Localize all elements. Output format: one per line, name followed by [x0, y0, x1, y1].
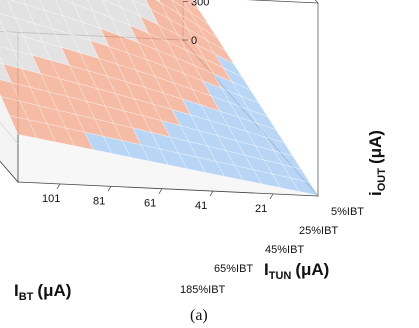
x-axis-label: IBT (μA) [14, 281, 71, 303]
x-tick [158, 188, 163, 194]
surface-cell [117, 0, 141, 17]
x-tick-label: 61 [144, 198, 156, 210]
surface-cell [145, 0, 170, 20]
x-tick-label: 101 [42, 193, 60, 205]
z-tick-label: 300 [191, 0, 209, 8]
surface-cell [182, 0, 209, 25]
y-tick-label: 45%IBT [265, 244, 304, 256]
surface-cell [103, 0, 122, 8]
surface-cell [172, 0, 190, 12]
top-edge [246, 0, 319, 4]
figure-caption: (a) [190, 307, 208, 324]
surface-cell [62, 0, 74, 4]
x-tick [56, 183, 61, 190]
surface-cell [184, 0, 201, 12]
x-tick [269, 193, 274, 200]
surface-cell [0, 56, 4, 65]
surface-cell [131, 0, 160, 26]
y-tick-label: 185%IBT [180, 284, 226, 296]
y-tick-label: 65%IBT [214, 263, 253, 275]
surface-cell [158, 0, 180, 15]
surface-cell [71, 0, 93, 11]
surface-cell [0, 62, 12, 83]
y-tick-label: 25%IBT [299, 225, 338, 237]
y-tick-label: 5%IBT [331, 206, 364, 218]
x-tick-label: 21 [255, 203, 267, 215]
tick-labels: 030060090012001500101816141215%IBT25%IBT… [42, 0, 364, 296]
x-tick-label: 81 [93, 195, 105, 207]
surface-cell [133, 0, 151, 10]
surface-cell [7, 0, 35, 24]
surface-cell [0, 29, 14, 51]
x-tick-label: 41 [195, 200, 207, 212]
x-tick [107, 186, 112, 192]
surface-cell [0, 20, 6, 32]
surface-cell [9, 0, 26, 5]
surface-cell [0, 0, 16, 19]
surface-cell [102, 0, 131, 26]
surface-mesh [0, 0, 319, 196]
y-axis-label: ITUN (μA) [264, 260, 329, 282]
surface-cell [155, 0, 162, 4]
surface-cell [0, 46, 23, 70]
surface-cell [23, 0, 45, 11]
surface-cell [0, 79, 21, 102]
surface-cell [55, 0, 83, 23]
axis-box-front [246, 0, 319, 196]
surface-cell [171, 0, 199, 26]
surface-cell [39, 0, 64, 17]
x-tick [209, 190, 214, 197]
z-tick-label: 0 [191, 35, 197, 47]
surface-cell [87, 0, 112, 18]
surface-cell [0, 13, 25, 37]
z-axis-label: iOUT(μA) [366, 130, 388, 196]
